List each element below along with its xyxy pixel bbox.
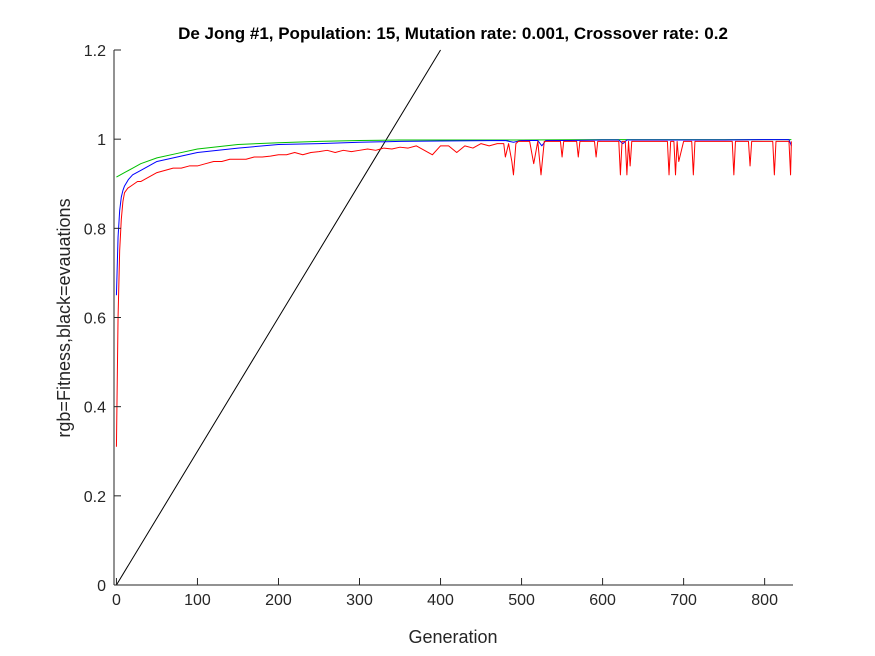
x-axis-ticks: 0 100 200 300 400 500 600 700 800 [112,578,778,609]
series-line-0 [116,49,441,586]
series-line-2 [115,139,792,296]
x-tick-label: 400 [427,592,454,609]
x-tick-label: 600 [589,592,616,609]
x-tick-label: 100 [184,592,211,609]
chart-title: De Jong #1, Population: 15, Mutation rat… [178,24,728,43]
y-tick-label: 0.2 [84,489,106,506]
plot-area [114,50,793,585]
y-axis-ticks: 0 0.2 0.4 0.6 0.8 1 1.2 [84,43,121,595]
x-tick-label: 300 [346,592,373,609]
x-tick-label: 800 [751,592,778,609]
series-line-3 [115,140,792,447]
x-tick-label: 200 [265,592,292,609]
x-tick-label: 500 [508,592,535,609]
y-tick-label: 0.4 [84,400,106,417]
series-layer [115,49,792,586]
y-tick-label: 0 [97,578,106,595]
x-tick-label: 700 [670,592,697,609]
y-tick-label: 0.6 [84,311,106,328]
x-tick-label: 0 [112,592,121,609]
y-axis-label: rgb=Fitness,black=evauations [54,198,74,437]
y-tick-label: 1 [97,132,106,149]
x-axis-label: Generation [408,627,497,647]
y-tick-label: 0.8 [84,221,106,238]
y-tick-label: 1.2 [84,43,106,60]
